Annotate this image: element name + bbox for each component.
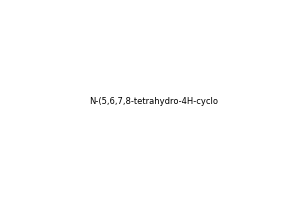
Text: N-(5,6,7,8-tetrahydro-4H-cyclo: N-(5,6,7,8-tetrahydro-4H-cyclo [89, 97, 218, 106]
